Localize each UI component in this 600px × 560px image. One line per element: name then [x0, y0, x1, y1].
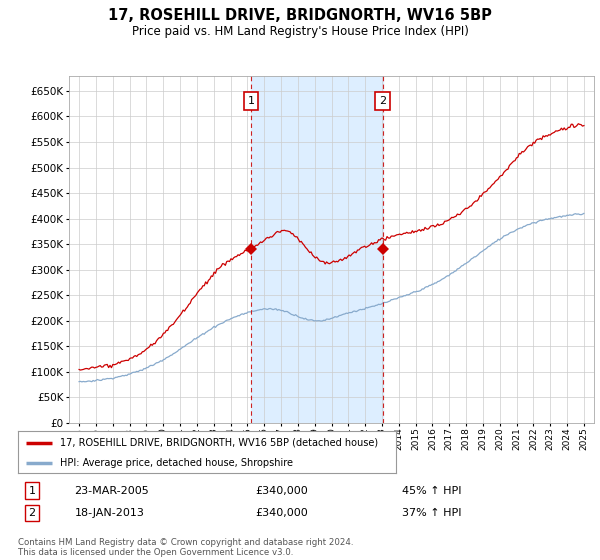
Text: 23-MAR-2005: 23-MAR-2005	[74, 486, 149, 496]
Text: Contains HM Land Registry data © Crown copyright and database right 2024.
This d: Contains HM Land Registry data © Crown c…	[18, 538, 353, 557]
Text: 17, ROSEHILL DRIVE, BRIDGNORTH, WV16 5BP: 17, ROSEHILL DRIVE, BRIDGNORTH, WV16 5BP	[108, 8, 492, 24]
Bar	[251, 76, 383, 423]
Text: 17, ROSEHILL DRIVE, BRIDGNORTH, WV16 5BP (detached house): 17, ROSEHILL DRIVE, BRIDGNORTH, WV16 5BP…	[59, 438, 378, 448]
Text: £340,000: £340,000	[255, 486, 308, 496]
Text: £340,000: £340,000	[255, 508, 308, 518]
Text: 37% ↑ HPI: 37% ↑ HPI	[401, 508, 461, 518]
Text: HPI: Average price, detached house, Shropshire: HPI: Average price, detached house, Shro…	[59, 458, 293, 468]
Text: Price paid vs. HM Land Registry's House Price Index (HPI): Price paid vs. HM Land Registry's House …	[131, 25, 469, 38]
Text: 1: 1	[248, 96, 254, 106]
Text: 45% ↑ HPI: 45% ↑ HPI	[401, 486, 461, 496]
Text: 2: 2	[29, 508, 35, 518]
Text: 1: 1	[29, 486, 35, 496]
Text: 2: 2	[379, 96, 386, 106]
Text: 18-JAN-2013: 18-JAN-2013	[74, 508, 144, 518]
